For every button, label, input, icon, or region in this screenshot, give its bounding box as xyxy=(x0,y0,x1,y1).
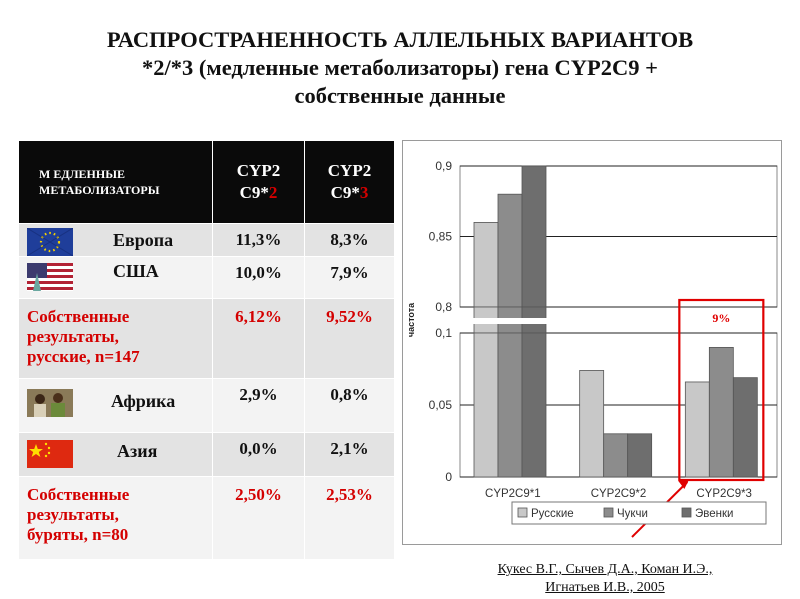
country-name: Африка xyxy=(111,391,176,411)
legend-label: Чукчи xyxy=(617,508,648,520)
legend-frame xyxy=(511,501,767,525)
frequency-table: М ЕДЛЕННЫЕ МЕТАБОЛИЗАТОРЫ CYP2 C9*2 CYP2… xyxy=(18,140,395,560)
x-tick-label: CYP2C9*1 xyxy=(485,488,541,500)
y-tick-label: 0,8 xyxy=(435,300,452,314)
credit-line-1: Кукес В.Г., Сычев Д.А., Коман И.Э., xyxy=(497,562,713,577)
header-slow-metabolizers: М ЕДЛЕННЫЕ МЕТАБОЛИЗАТОРЫ xyxy=(18,140,213,224)
header-col2-line1: CYP2 xyxy=(327,161,372,180)
legend-swatch xyxy=(603,507,614,518)
country-name: Европа xyxy=(113,230,174,250)
header-col1-line2: C9*2 xyxy=(213,182,304,204)
table-row: Собственные результаты, буряты, n=80 2,5… xyxy=(18,476,395,560)
table-row: Азия 0,0% 2,1% xyxy=(18,432,395,477)
value-cyp2c9-2: 10,0% xyxy=(212,256,305,299)
header-col1-line1: CYP2 xyxy=(236,161,281,180)
header-label-line-2: МЕТАБОЛИЗАТОРЫ xyxy=(39,183,160,197)
value-cyp2c9-2: 2,50% xyxy=(212,476,305,560)
bar xyxy=(708,346,734,478)
row-own-results-russians: Собственные результаты, русские, n=147 xyxy=(18,298,213,379)
y-tick-label: 0,9 xyxy=(435,159,452,173)
value-cyp2c9-3: 9,52% xyxy=(304,298,395,379)
value-cyp2c9-3: 0,8% xyxy=(304,378,395,433)
slide-title: РАСПРОСТРАНЕННОСТЬ АЛЛЕЛЬНЫХ ВАРИАНТОВ *… xyxy=(0,26,800,110)
bar xyxy=(497,193,523,308)
header-label-line-1: М ЕДЛЕННЫЕ xyxy=(39,167,125,181)
table-row: Европа 11,3% 8,3% xyxy=(18,223,395,257)
title-line-2: *2/*3 (медленные метаболизаторы) гена CY… xyxy=(142,55,658,80)
y-tick-label: 0,1 xyxy=(435,326,452,340)
y-tick-label: 0 xyxy=(445,470,452,484)
row-usa: США xyxy=(18,256,213,299)
bar xyxy=(521,332,547,478)
legend-swatch xyxy=(517,507,528,518)
value-cyp2c9-3: 2,1% xyxy=(304,432,395,477)
value-cyp2c9-2: 11,3% xyxy=(212,223,305,257)
country-name: США xyxy=(113,261,159,281)
table-row: Собственные результаты, русские, n=147 6… xyxy=(18,298,395,379)
y-tick-label: 0,85 xyxy=(429,230,453,244)
own-label-line-1: Собственные xyxy=(27,485,130,504)
value-cyp2c9-2: 6,12% xyxy=(212,298,305,379)
bar xyxy=(473,332,499,478)
x-tick-label: CYP2C9*3 xyxy=(696,488,752,500)
annotation-arrowhead xyxy=(678,479,690,489)
own-label-line-2: результаты, xyxy=(27,505,119,524)
bar xyxy=(473,222,499,308)
bar xyxy=(497,332,523,478)
china-flag-icon xyxy=(27,440,73,468)
africa-photo-icon xyxy=(27,389,73,417)
bar xyxy=(627,433,653,478)
header-cyp2c9-2: CYP2 C9*2 xyxy=(212,140,305,224)
table-header-row: М ЕДЛЕННЫЕ МЕТАБОЛИЗАТОРЫ CYP2 C9*2 CYP2… xyxy=(18,140,395,224)
legend-label: Русские xyxy=(531,508,574,520)
title-line-3: собственные данные xyxy=(294,83,506,108)
own-label-line-1: Собственные xyxy=(27,307,130,326)
x-tick-label: CYP2C9*2 xyxy=(591,488,647,500)
header-cyp2c9-3: CYP2 C9*3 xyxy=(304,140,395,224)
y-tick-label: 0,05 xyxy=(429,398,453,412)
country-name: Азия xyxy=(117,441,158,461)
value-cyp2c9-3: 2,53% xyxy=(304,476,395,560)
row-asia: Азия xyxy=(18,432,213,477)
bar xyxy=(521,165,547,308)
value-cyp2c9-3: 7,9% xyxy=(304,256,395,299)
value-cyp2c9-2: 2,9% xyxy=(212,378,305,433)
row-africa: Африка xyxy=(18,378,213,433)
row-europe: Европа xyxy=(18,223,213,257)
highlight-box xyxy=(678,298,765,482)
header-col2-allele: 3 xyxy=(359,183,369,202)
usa-flag-icon xyxy=(27,263,73,291)
own-label-line-3: буряты, n=80 xyxy=(27,525,129,544)
legend-swatch xyxy=(681,507,692,518)
bar xyxy=(684,381,710,478)
eu-flag-icon xyxy=(27,228,73,256)
bar xyxy=(579,370,605,478)
row-own-results-buryats: Собственные результаты, буряты, n=80 xyxy=(18,476,213,560)
table-row: США 10,0% 7,9% xyxy=(18,256,395,299)
legend-label: Эвенки xyxy=(695,508,733,520)
axis-break-band xyxy=(460,318,566,324)
source-credit: Кукес В.Г., Сычев Д.А., Коман И.Э., Игна… xyxy=(470,561,740,597)
annotation-label: 9% xyxy=(712,311,730,325)
credit-line-2: Игнатьев И.В., 2005 xyxy=(545,580,665,595)
own-label-line-2: результаты, xyxy=(27,327,119,346)
table-row: Африка 2,9% 0,8% xyxy=(18,378,395,433)
header-col1-prefix: C9* xyxy=(239,183,269,202)
header-col2-line2: C9*3 xyxy=(305,182,394,204)
y-axis-label: частота xyxy=(406,302,416,337)
title-line-1: РАСПРОСТРАНЕННОСТЬ АЛЛЕЛЬНЫХ ВАРИАНТОВ xyxy=(106,27,694,52)
allele-frequency-chart: 0,8 0,85 0,9 0 0,05 0,1 частота CYP2C9*1 CYP2C9*… xyxy=(402,140,782,545)
header-col1-allele: 2 xyxy=(268,183,278,202)
value-cyp2c9-2: 0,0% xyxy=(212,432,305,477)
own-label-line-3: русские, n=147 xyxy=(27,347,140,366)
value-cyp2c9-3: 8,3% xyxy=(304,223,395,257)
bar xyxy=(603,433,629,478)
header-col2-prefix: C9* xyxy=(330,183,360,202)
bar xyxy=(732,377,758,478)
